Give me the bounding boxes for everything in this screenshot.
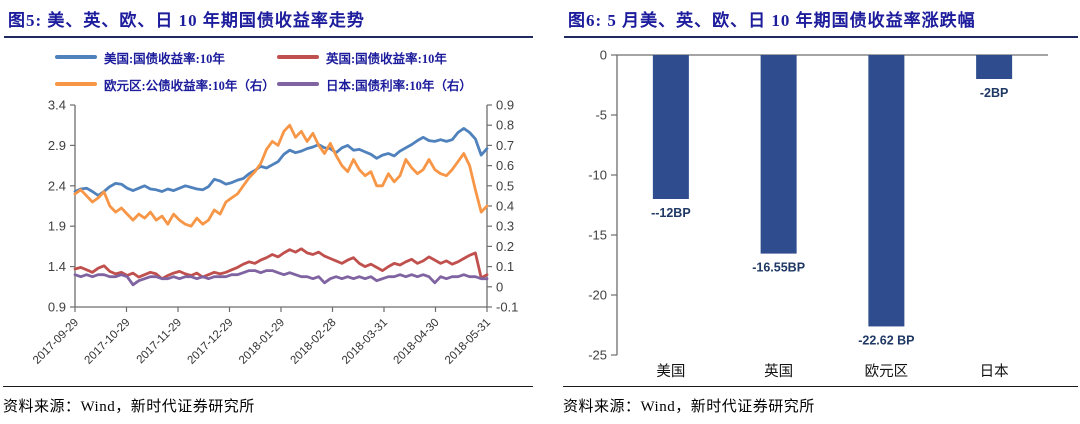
fig6-category-label: 欧元区	[865, 363, 909, 380]
fig5-left-tick-label: 3.4	[48, 98, 66, 113]
fig5-right-tick-label: 0.1	[496, 259, 514, 274]
fig5-x-tick-label: 2018-01-29	[237, 317, 287, 367]
fig5-x-tick-label: 2017-09-29	[31, 317, 81, 367]
figure5-legend-item-uk: 英国:国债收益率:10年	[277, 49, 447, 66]
fig5-right-tick-label: 0.9	[496, 98, 514, 113]
fig6-y-tick-label: -15	[588, 228, 607, 243]
fig6-bar-3	[976, 55, 1013, 79]
fig5-right-tick-label: 0.3	[496, 219, 514, 234]
fig5-left-tick-label: 1.9	[48, 219, 66, 234]
fig6-y-tick-label: 0	[600, 48, 607, 63]
figure5-legend-item-eu: 欧元区:公债收益率:10年（右）	[55, 76, 275, 93]
legend-swatch-us-line	[55, 55, 97, 59]
figure6-source-block: 资料来源：Wind，新时代证券研究所	[563, 386, 1078, 416]
fig5-right-tick-label: 0.2	[496, 239, 514, 254]
figure6-title-rule	[564, 36, 1078, 38]
fig6-bar-value-label: -16.55BP	[752, 261, 805, 275]
fig6-y-tick-label: -20	[588, 288, 607, 303]
fig6-bar-0	[652, 55, 689, 199]
fig6-bar-value-label: -22.62 BP	[858, 333, 914, 347]
fig5-x-tick-label: 2017-11-29	[135, 317, 184, 366]
fig5-right-tick-label: 0.4	[496, 199, 514, 214]
legend-swatch-jp-line	[277, 82, 319, 86]
legend-label-uk: 英国:国债收益率:10年	[326, 51, 447, 66]
fig5-x-tick-label: 2018-04-30	[392, 317, 442, 367]
fig5-left-tick-label: 2.9	[48, 138, 66, 153]
figure5-source-block: 资料来源：Wind，新时代证券研究所	[3, 386, 533, 416]
fig5-x-tick-label: 2018-05-31	[443, 317, 493, 367]
figure6-source-text: 资料来源：Wind，新时代证券研究所	[563, 399, 815, 415]
fig6-bar-value-label: -2BP	[980, 86, 1008, 100]
fig5-left-tick-label: 0.9	[48, 300, 66, 315]
fig5-x-tick-label: 2017-12-29	[186, 317, 236, 367]
fig6-y-tick-label: -10	[588, 168, 607, 183]
fig5-right-tick-label: 0.7	[496, 138, 514, 153]
fig6-y-tick-label: -25	[588, 348, 607, 363]
fig5-series-line-3	[73, 269, 489, 287]
legend-label-us: 美国:国债收益率:10年	[104, 51, 225, 66]
figure6-bar-chart: 0 -5 -10 -15 -20 -25 --12BP 美国 -16.55BP 英国 -22.62 …	[588, 48, 1048, 380]
figure5-title: 图5: 美、英、欧、日 10 年期国债收益率走势	[8, 11, 365, 30]
fig5-right-tick-label: 0.8	[496, 118, 514, 133]
fig6-category-label: 美国	[656, 363, 685, 380]
fig5-series-line-0	[73, 127, 489, 197]
fig5-x-tick-label: 2018-02-28	[289, 317, 339, 367]
fig5-series-line-2	[73, 123, 489, 228]
fig5-right-tick-label: 0.6	[496, 158, 514, 173]
figure5-title-rule	[4, 36, 533, 38]
figure5-line-chart: 3.4 2.9 2.4 1.9 1.4 0.9 0.9 0.8 0.7 0.6 0.5 0.4 0.3 0…	[31, 98, 518, 367]
fig5-x-tick-label: 2017-10-29	[83, 317, 133, 367]
figure5-legend-item-jp: 日本:国债利率:10年（右）	[277, 76, 472, 93]
fig6-bar-value-label: --12BP	[651, 206, 691, 220]
fig5-left-tick-label: 1.4	[48, 259, 66, 274]
legend-label-jp: 日本:国债利率:10年（右）	[326, 78, 472, 93]
fig5-x-tick-label: 2018-03-31	[340, 317, 390, 367]
figure5-source-text: 资料来源：Wind，新时代证券研究所	[3, 399, 255, 415]
fig6-bar-1	[760, 55, 797, 254]
figure5-legend-item-us: 美国:国债收益率:10年	[55, 49, 225, 66]
fig6-category-label: 日本	[980, 363, 1009, 380]
legend-label-eu: 欧元区:公债收益率:10年（右）	[104, 78, 275, 93]
fig5-series-line-1	[73, 247, 489, 281]
fig5-right-tick-label: 0.5	[496, 178, 514, 193]
figure6-title: 图6: 5 月美、英、欧、日 10 年期国债收益率涨跌幅	[568, 11, 976, 30]
fig5-left-tick-label: 2.4	[48, 178, 66, 193]
fig6-y-tick-label: -5	[595, 108, 607, 123]
legend-swatch-eu-line	[55, 82, 97, 86]
fig5-right-tick-label: -0.1	[496, 300, 518, 315]
fig5-right-tick-label: 0	[496, 279, 503, 294]
fig6-category-label: 英国	[764, 362, 793, 380]
legend-swatch-uk-line	[277, 55, 319, 59]
fig6-bar-2	[868, 55, 905, 327]
